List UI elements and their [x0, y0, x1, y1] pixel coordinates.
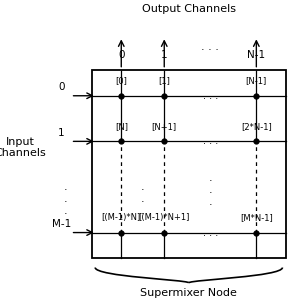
Text: M-1: M-1: [52, 219, 71, 229]
Text: [N-1]: [N-1]: [246, 76, 267, 85]
Text: .: .: [208, 173, 212, 183]
Text: Supermixer Node: Supermixer Node: [140, 288, 237, 298]
Text: [N]: [N]: [115, 122, 128, 131]
Text: .: .: [208, 185, 212, 195]
Text: [1]: [1]: [158, 76, 170, 85]
Text: 0: 0: [58, 82, 65, 92]
Text: .: .: [141, 206, 145, 216]
Text: [N+1]: [N+1]: [152, 122, 177, 131]
Text: 1: 1: [58, 128, 65, 138]
Text: Output Channels: Output Channels: [142, 4, 236, 14]
Text: . . .: . . .: [203, 136, 218, 146]
Text: .: .: [64, 182, 68, 192]
Text: Input
Channels: Input Channels: [0, 136, 46, 158]
Text: N-1: N-1: [247, 50, 266, 60]
Text: 0: 0: [118, 50, 125, 60]
Bar: [92, 70, 286, 258]
Text: [M*N-1]: [M*N-1]: [240, 213, 273, 222]
Text: [2*N-1]: [2*N-1]: [241, 122, 272, 131]
Text: .: .: [141, 182, 145, 192]
Text: .: .: [208, 197, 212, 207]
Text: . . .: . . .: [203, 91, 218, 101]
Text: 1: 1: [161, 50, 168, 60]
Text: [0]: [0]: [115, 76, 127, 85]
Text: .: .: [64, 194, 68, 204]
Text: . . .: . . .: [201, 42, 219, 52]
Text: .: .: [141, 194, 145, 204]
Text: [(M-1)*N+1]: [(M-1)*N+1]: [138, 213, 190, 222]
Text: .: .: [64, 206, 68, 216]
Text: [(M-1)*N]: [(M-1)*N]: [102, 213, 141, 222]
Text: . . .: . . .: [203, 228, 218, 237]
